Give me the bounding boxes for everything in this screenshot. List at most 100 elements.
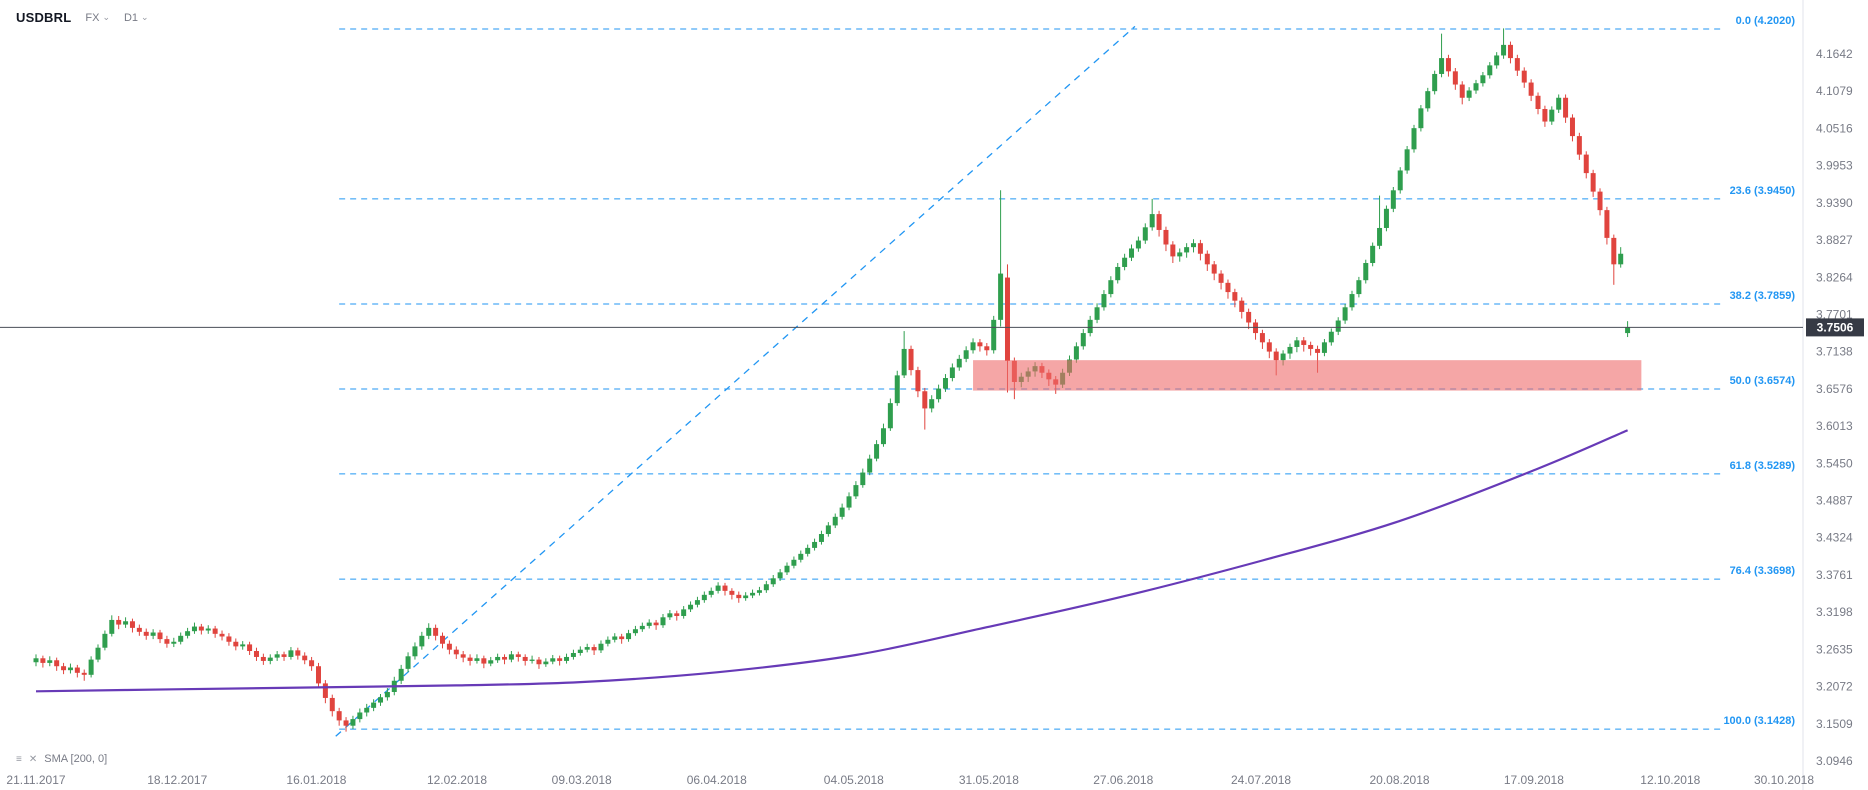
candle[interactable] bbox=[1569, 114, 1575, 142]
candle[interactable] bbox=[364, 703, 370, 717]
candle[interactable] bbox=[1142, 223, 1148, 244]
candle[interactable] bbox=[1521, 67, 1527, 88]
candle[interactable] bbox=[502, 654, 508, 665]
candle[interactable] bbox=[522, 654, 528, 666]
candle[interactable] bbox=[212, 625, 218, 638]
candle[interactable] bbox=[564, 653, 570, 664]
candle[interactable] bbox=[129, 618, 135, 633]
candle[interactable] bbox=[336, 707, 342, 726]
candle[interactable] bbox=[1218, 270, 1224, 290]
candle[interactable] bbox=[550, 654, 556, 665]
candle[interactable] bbox=[908, 345, 914, 376]
candle[interactable] bbox=[488, 656, 494, 667]
fib-retracement[interactable]: 0.0 (4.2020) 23.6 (3.9450) 38.2 (3.7859) 50… bbox=[339, 15, 1795, 730]
candle[interactable] bbox=[591, 644, 597, 655]
candle[interactable] bbox=[1390, 186, 1396, 213]
candle[interactable] bbox=[481, 655, 487, 669]
candle[interactable] bbox=[839, 503, 845, 520]
candle[interactable] bbox=[763, 580, 769, 593]
candle[interactable] bbox=[770, 574, 776, 587]
candle[interactable] bbox=[198, 623, 204, 635]
candle[interactable] bbox=[1349, 290, 1355, 311]
candle[interactable] bbox=[350, 715, 356, 730]
candle[interactable] bbox=[1611, 234, 1617, 285]
candle[interactable] bbox=[1149, 198, 1155, 231]
candle[interactable] bbox=[1259, 329, 1265, 349]
candle[interactable] bbox=[1321, 339, 1327, 357]
candle[interactable] bbox=[756, 586, 762, 596]
candle[interactable] bbox=[681, 606, 687, 619]
candle[interactable] bbox=[1597, 188, 1603, 216]
candle[interactable] bbox=[998, 190, 1004, 327]
candle[interactable] bbox=[143, 628, 149, 640]
candle[interactable] bbox=[61, 662, 67, 675]
indicator-remove-icon[interactable]: ✕ bbox=[28, 753, 38, 765]
candle[interactable] bbox=[1370, 242, 1376, 267]
candle[interactable] bbox=[674, 610, 680, 621]
candle[interactable] bbox=[1452, 68, 1458, 90]
candle[interactable] bbox=[942, 374, 948, 392]
candle[interactable] bbox=[894, 370, 900, 406]
candle[interactable] bbox=[584, 643, 590, 653]
candle[interactable] bbox=[1087, 315, 1093, 337]
candle[interactable] bbox=[1514, 54, 1520, 76]
candle[interactable] bbox=[1411, 124, 1417, 153]
candle[interactable] bbox=[639, 622, 645, 632]
candle[interactable] bbox=[157, 629, 163, 644]
candle[interactable] bbox=[1487, 62, 1493, 79]
candle[interactable] bbox=[1080, 329, 1086, 350]
candle[interactable] bbox=[88, 656, 94, 678]
candle[interactable] bbox=[1328, 328, 1334, 346]
candle[interactable] bbox=[1445, 54, 1451, 77]
candle[interactable] bbox=[1397, 167, 1403, 194]
market-selector[interactable]: FX ⌄ bbox=[85, 12, 110, 24]
candle[interactable] bbox=[54, 657, 60, 671]
candle[interactable] bbox=[136, 624, 142, 636]
candle[interactable] bbox=[1425, 87, 1431, 112]
candle[interactable] bbox=[805, 544, 811, 557]
candle[interactable] bbox=[653, 619, 659, 630]
candle[interactable] bbox=[1549, 106, 1555, 125]
candle[interactable] bbox=[1163, 226, 1169, 252]
candle[interactable] bbox=[1156, 210, 1162, 237]
candle[interactable] bbox=[240, 641, 246, 650]
candle[interactable] bbox=[736, 591, 742, 603]
candle[interactable] bbox=[315, 662, 321, 688]
candle[interactable] bbox=[116, 615, 122, 630]
candle[interactable] bbox=[1253, 319, 1259, 340]
candle[interactable] bbox=[818, 530, 824, 545]
candle[interactable] bbox=[605, 636, 611, 647]
candle[interactable] bbox=[949, 363, 955, 382]
candle[interactable] bbox=[1246, 308, 1252, 330]
candle[interactable] bbox=[33, 654, 39, 667]
candle[interactable] bbox=[440, 632, 446, 649]
candle[interactable] bbox=[1204, 250, 1210, 271]
candle[interactable] bbox=[880, 423, 886, 447]
candle[interactable] bbox=[150, 629, 156, 640]
candle[interactable] bbox=[1542, 105, 1548, 127]
candle[interactable] bbox=[991, 315, 997, 354]
candle[interactable] bbox=[901, 331, 907, 379]
candle[interactable] bbox=[233, 638, 239, 651]
candle[interactable] bbox=[247, 641, 253, 655]
candle[interactable] bbox=[508, 651, 514, 663]
candle[interactable] bbox=[460, 651, 466, 663]
candle[interactable] bbox=[357, 708, 363, 723]
candle[interactable] bbox=[722, 582, 728, 596]
candle[interactable] bbox=[619, 633, 625, 644]
candle[interactable] bbox=[226, 633, 232, 646]
candle[interactable] bbox=[1604, 206, 1610, 245]
price-axis[interactable]: 4.1642 4.1079 4.0516 3.9953 3.9390 3.8827 3.82… bbox=[1816, 47, 1853, 768]
candle[interactable] bbox=[419, 631, 425, 650]
candle[interactable] bbox=[812, 538, 818, 551]
candle[interactable] bbox=[515, 651, 521, 662]
candle[interactable] bbox=[1432, 70, 1438, 95]
candle[interactable] bbox=[426, 623, 432, 640]
candle[interactable] bbox=[343, 717, 349, 732]
candle[interactable] bbox=[1507, 41, 1513, 64]
candle[interactable] bbox=[1556, 94, 1562, 113]
candle[interactable] bbox=[412, 642, 418, 660]
candle[interactable] bbox=[963, 346, 969, 363]
candle[interactable] bbox=[750, 589, 756, 599]
